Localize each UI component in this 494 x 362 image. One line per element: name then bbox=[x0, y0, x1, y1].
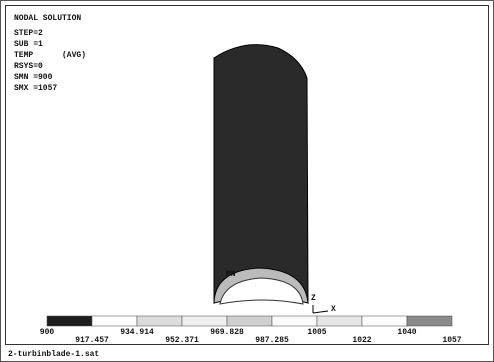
legend-label: 1022 bbox=[352, 336, 371, 345]
file-name: 2-turbinblade-1.sat bbox=[8, 350, 99, 359]
header-line: SMN =900 bbox=[14, 73, 53, 82]
plot-title: NODAL SOLUTION bbox=[14, 14, 81, 23]
ansys-window: NODAL SOLUTION (AVG) STEP=2 SUB =1 TEMP RSY… bbox=[0, 0, 494, 362]
legend-swatch bbox=[47, 316, 92, 326]
legend-label: 987.285 bbox=[255, 336, 289, 345]
legend-swatch bbox=[362, 316, 407, 326]
legend-label: 900 bbox=[40, 328, 55, 337]
header-line: RSYS=0 bbox=[14, 62, 43, 71]
header-line: SMX =1057 bbox=[14, 84, 57, 93]
legend-swatch bbox=[317, 316, 362, 326]
header-line: SUB =1 bbox=[14, 40, 43, 49]
legend-label: 917.457 bbox=[75, 336, 109, 345]
legend-swatch bbox=[92, 316, 137, 326]
legend-swatch bbox=[227, 316, 272, 326]
legend-label: 1057 bbox=[442, 336, 461, 345]
legend-label: 1005 bbox=[307, 328, 326, 337]
triad-z-label: Z bbox=[311, 294, 316, 303]
legend-swatch bbox=[407, 316, 452, 326]
header-line: STEP=2 bbox=[14, 29, 43, 38]
blade-body bbox=[214, 45, 308, 303]
header-line: TEMP bbox=[14, 51, 33, 60]
min-marker: MN bbox=[226, 270, 236, 279]
legend-label: 952.371 bbox=[165, 336, 199, 345]
legend-swatch bbox=[182, 316, 227, 326]
triad-x-label: X bbox=[331, 305, 336, 314]
legend-swatch bbox=[272, 316, 317, 326]
legend-label: 1040 bbox=[397, 328, 416, 337]
legend-swatch bbox=[137, 316, 182, 326]
legend-label: 934.914 bbox=[120, 328, 154, 337]
avg-label: (AVG) bbox=[62, 51, 86, 60]
legend-label: 969.828 bbox=[210, 328, 244, 337]
